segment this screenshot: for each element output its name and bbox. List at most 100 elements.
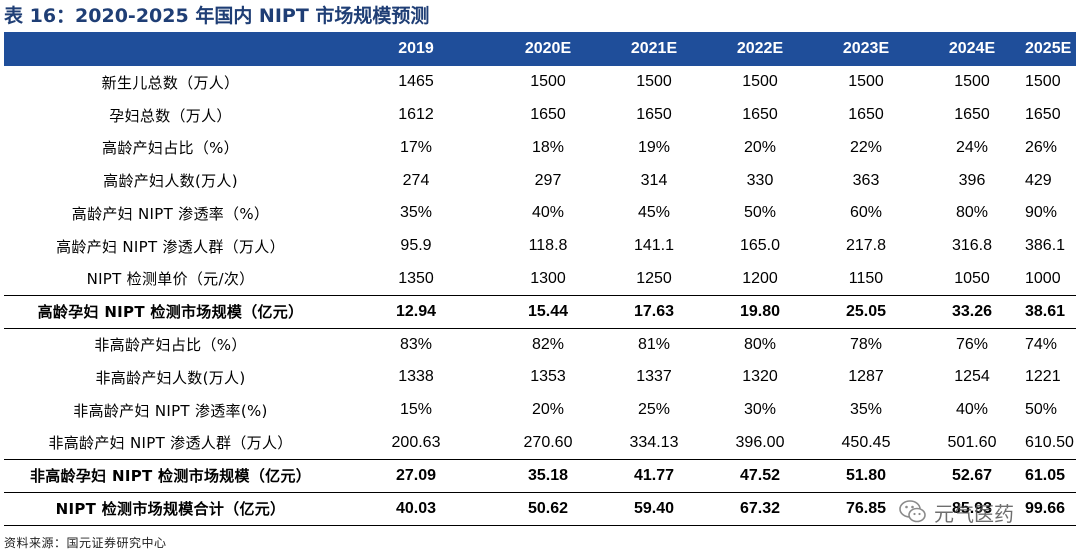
- table-row: 非高龄产妇人数(万人) 1338 1353 1337 1320 1287 1254 1221: [4, 361, 1076, 394]
- value-cell: 60%: [849, 204, 883, 222]
- value-cell: 1650: [530, 106, 566, 124]
- value-cell: 40%: [531, 204, 565, 222]
- value-cell: 1650: [636, 106, 672, 124]
- value-cell: 1221: [1025, 368, 1061, 386]
- value-cell: 1353: [530, 368, 566, 386]
- row-label: 非高龄产妇 NIPT 渗透人群（万人）: [48, 434, 293, 453]
- value-cell: 33.26: [919, 294, 1025, 329]
- value-cell: 17.63: [601, 294, 707, 329]
- value-cell: 330: [746, 171, 774, 189]
- header-cell-label: [4, 32, 337, 66]
- value-cell: 363: [852, 171, 880, 189]
- value-cell: 1465: [398, 73, 434, 91]
- header-cell-year: 2022E: [736, 40, 784, 57]
- value-cell: 76.85: [813, 492, 919, 526]
- table-row: 高龄产妇占比（%） 17% 18% 19% 20% 22% 24% 26%: [4, 132, 1076, 165]
- value-cell: 270.60: [523, 433, 573, 451]
- value-cell: 396.00: [735, 433, 785, 451]
- value-cell: 83%: [399, 335, 433, 353]
- value-cell: 141.1: [633, 237, 675, 255]
- watermark: 元气医药: [898, 494, 1014, 530]
- value-cell: 274: [402, 171, 430, 189]
- value-cell: 47.52: [707, 458, 813, 493]
- value-cell: 20%: [531, 401, 565, 419]
- row-label: 非高龄产妇占比（%）: [94, 336, 247, 355]
- table-row: 非高龄产妇 NIPT 渗透率(%) 15% 20% 25% 30% 35% 40% 50%: [4, 394, 1076, 427]
- value-cell: 51.80: [813, 458, 919, 493]
- value-cell: 1650: [1025, 106, 1061, 124]
- value-cell: 1200: [742, 269, 778, 287]
- value-cell: 35%: [399, 204, 433, 222]
- summary-row: 非高龄孕妇 NIPT 检测市场规模（亿元） 27.09 35.18 41.77 47.5…: [4, 458, 1076, 493]
- value-cell: 15.44: [495, 294, 601, 329]
- header-cell-year: 2024E: [948, 40, 996, 57]
- value-cell: 1650: [954, 106, 990, 124]
- value-cell: 217.8: [845, 237, 887, 255]
- value-cell: 35.18: [495, 458, 601, 493]
- header-cell-year: 2021E: [630, 40, 678, 57]
- value-cell: 17%: [399, 138, 433, 156]
- value-cell: 24%: [955, 138, 989, 156]
- value-cell: 20%: [743, 138, 777, 156]
- value-cell: 25%: [637, 401, 671, 419]
- value-cell: 1254: [954, 368, 990, 386]
- value-cell: 429: [1025, 171, 1052, 189]
- value-cell: 27.09: [337, 458, 495, 493]
- value-cell: 80%: [743, 335, 777, 353]
- row-label: 非高龄产妇人数(万人): [95, 368, 246, 387]
- value-cell: 22%: [849, 138, 883, 156]
- value-cell: 386.1: [1025, 237, 1066, 255]
- value-cell: 1320: [742, 368, 778, 386]
- value-cell: 1500: [636, 73, 672, 91]
- table-row: 新生儿总数（万人） 1465 1500 1500 1500 1500 1500 1500: [4, 66, 1076, 99]
- value-cell: 450.45: [841, 433, 891, 451]
- value-cell: 90%: [1025, 204, 1058, 222]
- value-cell: 1500: [954, 73, 990, 91]
- value-cell: 50.62: [495, 492, 601, 526]
- value-cell: 40%: [955, 401, 989, 419]
- value-cell: 82%: [531, 335, 565, 353]
- watermark-text: 元气医药: [934, 501, 1014, 526]
- value-cell: 41.77: [601, 458, 707, 493]
- value-cell: 610.50: [1025, 433, 1074, 451]
- header-cell-year: 2025E: [1025, 40, 1072, 57]
- table-title: 表 16：2020-2025 年国内 NIPT 市场规模预测: [4, 5, 430, 27]
- value-cell: 25.05: [813, 294, 919, 329]
- row-label: NIPT 检测单价（元/次）: [86, 270, 255, 289]
- value-cell: 19%: [637, 138, 671, 156]
- value-cell: 40.03: [337, 492, 495, 526]
- value-cell: 50%: [1025, 401, 1058, 419]
- table-row: NIPT 检测单价（元/次） 1350 1300 1250 1200 1150 1050 10…: [4, 263, 1076, 296]
- value-cell: 19.80: [707, 294, 813, 329]
- value-cell: 1500: [530, 73, 566, 91]
- value-cell: 1250: [636, 269, 672, 287]
- table-row: 孕妇总数（万人） 1612 1650 1650 1650 1650 1650 1650: [4, 99, 1076, 132]
- summary-row: NIPT 检测市场规模合计（亿元） 40.03 50.62 59.40 67.32 76.…: [4, 492, 1076, 526]
- row-label: NIPT 检测市场规模合计（亿元）: [4, 492, 337, 526]
- row-label: 高龄产妇 NIPT 渗透人群（万人）: [56, 237, 285, 256]
- value-cell: 67.32: [707, 492, 813, 526]
- value-cell: 1650: [742, 106, 778, 124]
- value-cell: 38.61: [1025, 294, 1076, 329]
- value-cell: 45%: [637, 204, 671, 222]
- row-label: 孕妇总数（万人）: [109, 106, 232, 125]
- value-cell: 1338: [398, 368, 434, 386]
- value-cell: 1150: [848, 269, 884, 287]
- value-cell: 59.40: [601, 492, 707, 526]
- value-cell: 18%: [531, 138, 565, 156]
- row-label: 高龄孕妇 NIPT 检测市场规模（亿元）: [4, 294, 337, 329]
- value-cell: 1350: [398, 269, 434, 287]
- value-cell: 1050: [954, 269, 990, 287]
- header-cell-year: 2020E: [524, 40, 572, 57]
- row-label: 非高龄孕妇 NIPT 检测市场规模（亿元）: [4, 458, 337, 493]
- value-cell: 61.05: [1025, 458, 1076, 493]
- value-cell: 80%: [955, 204, 989, 222]
- source-note: 资料来源：国元证券研究中心: [4, 536, 167, 550]
- value-cell: 314: [640, 171, 668, 189]
- wechat-logo-icon: [899, 500, 926, 523]
- value-cell: 1650: [848, 106, 884, 124]
- value-cell: 12.94: [337, 294, 495, 329]
- value-cell: 85.93: [919, 492, 1025, 526]
- header-row: 2019 2020E 2021E 2022E 2023E 2024E 2025E: [4, 32, 1076, 66]
- row-label: 高龄产妇人数(万人): [103, 172, 238, 191]
